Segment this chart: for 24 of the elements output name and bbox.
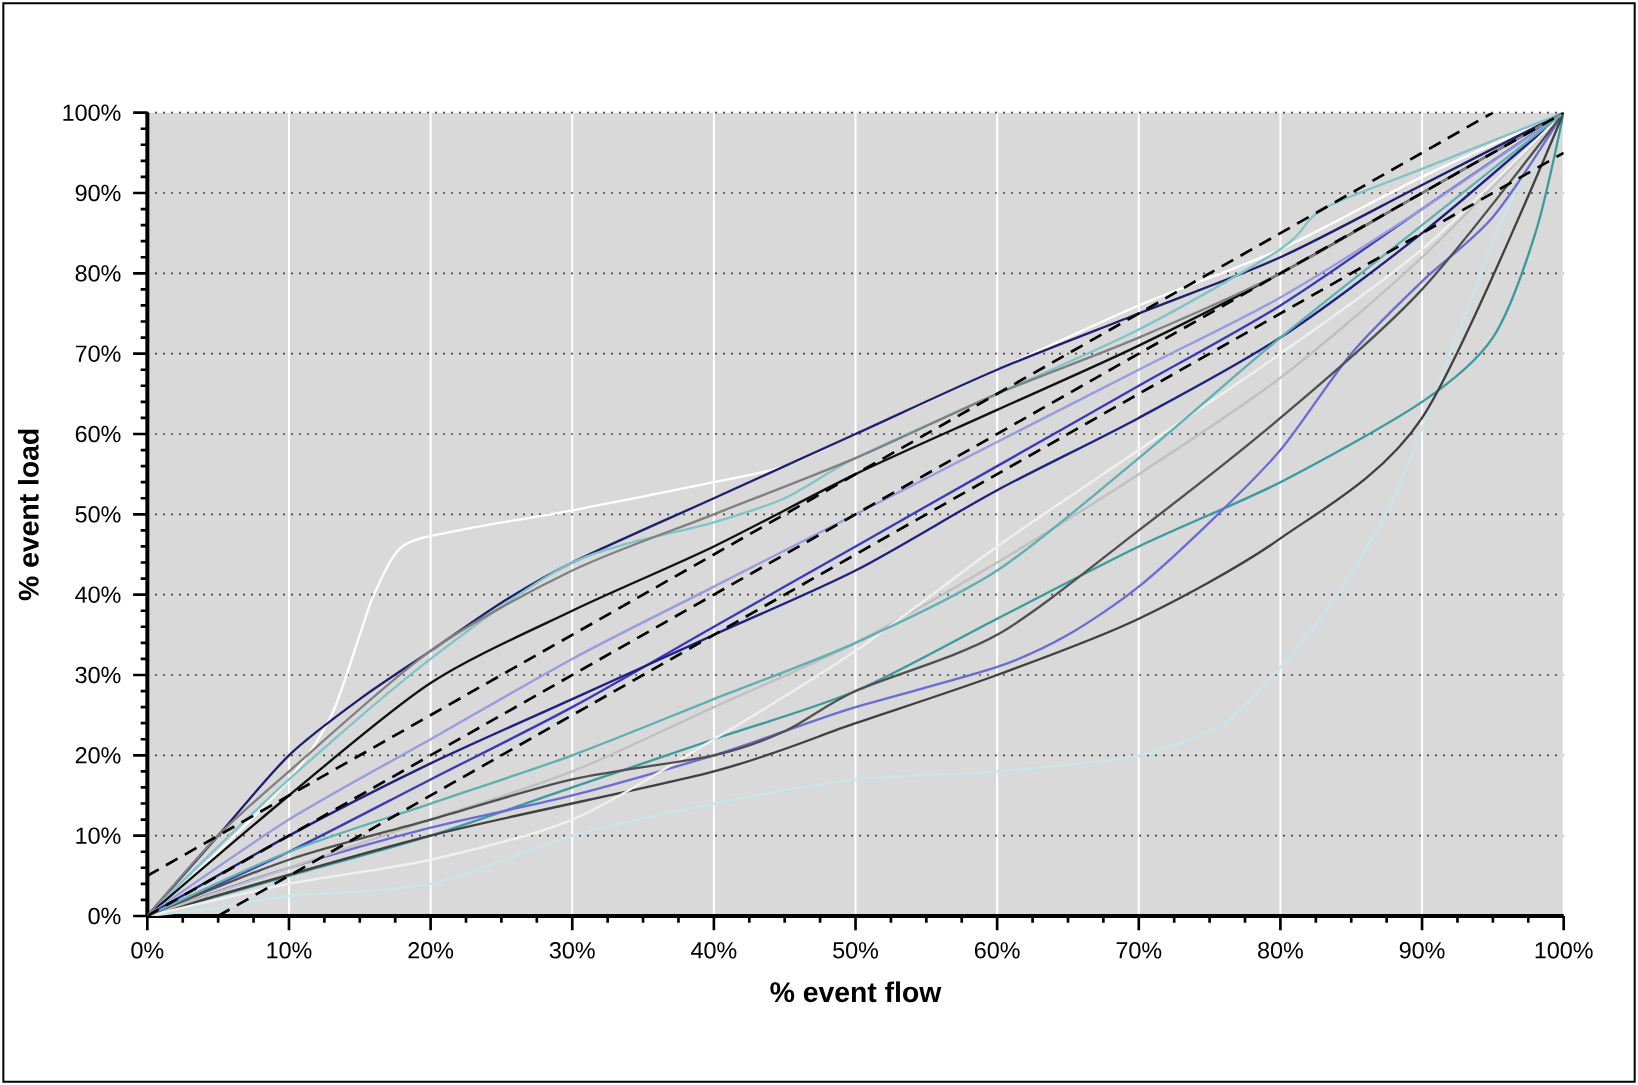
y-tick-label: 30% — [75, 666, 121, 684]
x-tick-label: 0% — [131, 942, 164, 959]
y-tick-label: 70% — [75, 345, 121, 362]
y-tick-label: 10% — [76, 827, 121, 844]
y-tick-label: 100% — [63, 104, 121, 121]
y-tick-label: 80% — [75, 265, 121, 282]
x-tick-label: 40% — [691, 942, 737, 959]
x-tick-label: 30% — [549, 942, 595, 959]
y-tick-label: 0% — [88, 907, 121, 925]
x-tick-label: 50% — [833, 942, 879, 959]
y-tick-label: 40% — [75, 586, 121, 603]
x-axis-title: % event flow — [770, 981, 942, 1003]
x-tick-label: 80% — [1258, 942, 1303, 959]
y-tick-label: 20% — [75, 747, 121, 764]
x-tick-label: 20% — [408, 942, 454, 959]
y-tick-label: 50% — [75, 506, 121, 523]
x-tick-label: 90% — [1399, 942, 1445, 959]
x-tick-label: 70% — [1116, 942, 1162, 959]
x-tick-label: 10% — [267, 942, 312, 959]
y-axis-title: % event load — [17, 429, 39, 601]
x-tick-label: 60% — [975, 942, 1020, 959]
x-tick-label: 100% — [1535, 942, 1593, 959]
y-tick-label: 90% — [75, 184, 121, 202]
y-tick-label: 60% — [75, 425, 121, 443]
